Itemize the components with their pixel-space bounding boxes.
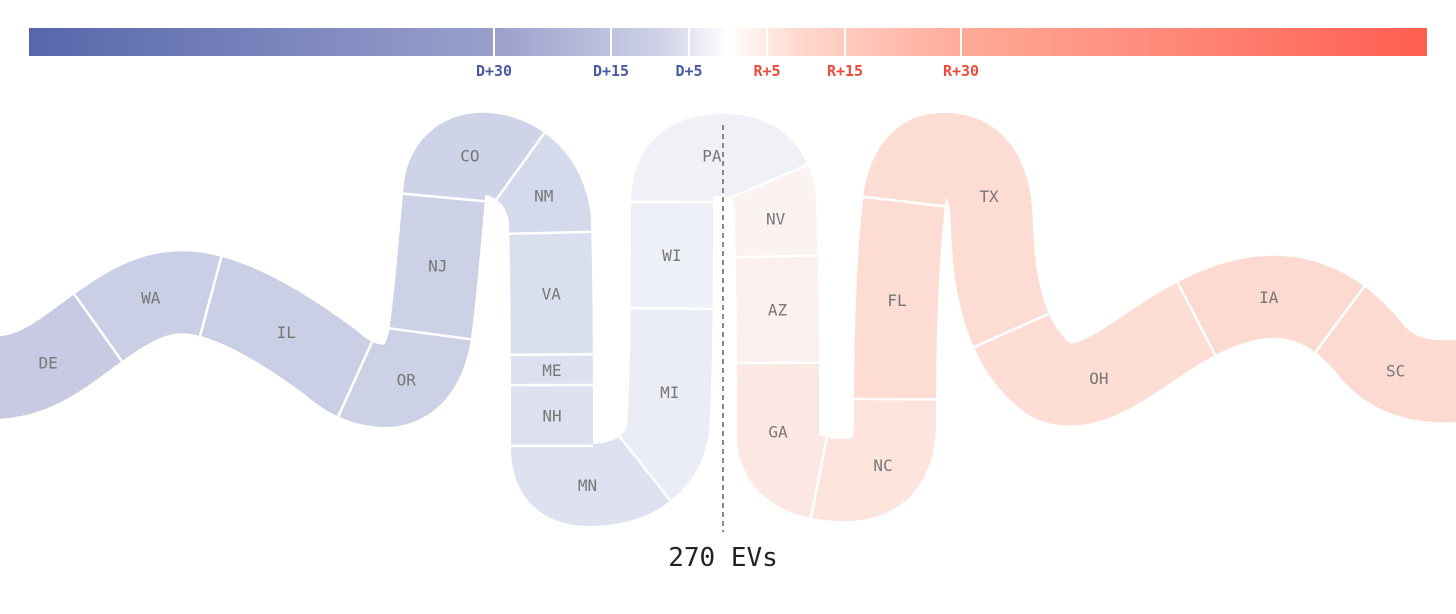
state-label-me: ME xyxy=(542,361,561,380)
scale-label-r15: R+15 xyxy=(827,62,863,80)
scale-label-r30: R+30 xyxy=(943,62,979,80)
state-segment-nj xyxy=(389,193,485,339)
state-label-co: CO xyxy=(460,147,479,166)
segment-divider xyxy=(509,230,592,236)
segment-divider xyxy=(198,256,223,337)
scale-label-d5: D+5 xyxy=(675,62,702,80)
state-segment-oh xyxy=(974,282,1216,426)
state-label-nh: NH xyxy=(542,407,561,426)
state-segment-ga xyxy=(736,362,828,518)
state-label-va: VA xyxy=(542,285,562,304)
state-segment-az xyxy=(735,256,819,363)
state-segment-nm xyxy=(496,132,592,234)
state-segment-sc xyxy=(1315,286,1456,423)
state-label-mn: MN xyxy=(578,476,597,495)
state-label-nj: NJ xyxy=(428,257,447,276)
scale-gradient-bar xyxy=(29,28,1427,56)
state-segment-ia xyxy=(1177,255,1365,356)
segment-divider xyxy=(973,312,1050,349)
state-label-wi: WI xyxy=(662,246,681,265)
state-label-nm: NM xyxy=(534,187,553,206)
color-scale: D+30 D+15 D+5 R+5 R+15 R+30 xyxy=(29,28,1427,80)
segment-divider xyxy=(337,341,374,418)
state-label-il: IL xyxy=(277,323,296,342)
state-segment-pa xyxy=(631,114,807,204)
state-label-az: AZ xyxy=(768,301,788,320)
state-segment-tx xyxy=(863,112,1050,347)
state-label-nv: NV xyxy=(766,209,786,228)
state-segment-nc xyxy=(811,399,936,521)
state-label-wa: WA xyxy=(141,289,161,308)
scale-label-d30: D+30 xyxy=(476,62,512,80)
state-label-mi: MI xyxy=(660,383,679,402)
snake-path xyxy=(0,112,1456,526)
state-segment-de xyxy=(0,294,122,419)
segment-divider xyxy=(863,195,946,208)
segment-divider xyxy=(73,293,123,362)
state-label-oh: OH xyxy=(1089,369,1108,388)
segment-divider xyxy=(809,437,828,519)
state-label-sc: SC xyxy=(1386,362,1405,381)
state-label-or: OR xyxy=(397,371,417,390)
state-labels: DE WA IL OR NJ CO NM VA ME NH MN MI WI PA NV AZ GA NC FL TX… xyxy=(38,147,1405,496)
segment-divider xyxy=(1314,285,1366,354)
state-label-tx: TX xyxy=(979,187,999,206)
segment-divider xyxy=(495,132,546,201)
segment-divider xyxy=(402,192,485,203)
scale-label-d15: D+15 xyxy=(593,62,629,80)
state-segment-co xyxy=(403,112,544,201)
threshold-label: 270 EVs xyxy=(668,543,778,573)
state-segment-or xyxy=(339,327,471,428)
segment-divider xyxy=(630,306,713,311)
segment-divider xyxy=(735,254,818,259)
state-segment-wa xyxy=(74,251,221,362)
segment-divider xyxy=(731,163,809,199)
state-segment-mi xyxy=(618,308,713,500)
scale-tick-dividers xyxy=(493,28,962,56)
segment-divider xyxy=(618,435,672,502)
state-label-nc: NC xyxy=(873,456,892,475)
state-segment-fl xyxy=(854,196,945,400)
state-segment-nv xyxy=(731,165,818,259)
state-label-pa: PA xyxy=(702,147,722,166)
state-label-de: DE xyxy=(38,353,57,372)
segment-divider xyxy=(389,327,471,341)
scale-label-r5: R+5 xyxy=(753,62,780,80)
state-label-fl: FL xyxy=(887,291,906,310)
state-label-ga: GA xyxy=(768,422,788,441)
state-segment-mn xyxy=(511,435,670,526)
state-segment-va xyxy=(509,231,593,355)
state-label-ia: IA xyxy=(1259,288,1279,307)
segment-divider xyxy=(1176,281,1217,356)
state-segment-il xyxy=(199,256,374,416)
